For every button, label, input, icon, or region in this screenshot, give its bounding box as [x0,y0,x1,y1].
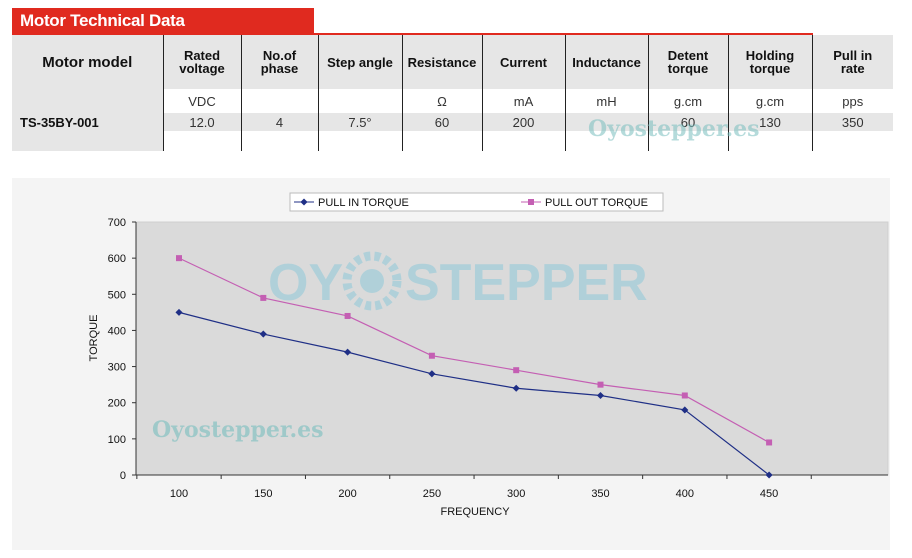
legend-box [289,192,664,212]
legend: PULL IN TORQUE PULL OUT TORQUE [289,192,664,212]
gear-hub-icon [360,269,384,293]
data-point [597,381,604,388]
series-line-pull-out [178,257,770,443]
data-point [344,312,351,319]
gear-icon [342,251,402,311]
col-header: No.of phase [240,35,318,89]
model-cell: TS-35BY-001 [12,113,163,131]
unit-cell [317,89,402,113]
unit-cell: mA [481,89,565,113]
section-title: Motor Technical Data [12,8,314,33]
watermark-logo: OY STEPPER [268,251,648,312]
col-header: Current [481,35,565,89]
x-tick-label: 200 [338,488,356,500]
col-header: Step angle [317,35,402,89]
col-header: Holding torque [727,35,812,89]
y-tick-label: 600 [108,253,126,265]
x-tick-label: 350 [591,488,609,500]
data-point [513,367,520,374]
col-header: Detent torque [647,35,728,89]
x-tick-label: 400 [676,488,694,500]
unit-cell: mH [564,89,648,113]
data-point [344,348,352,356]
watermark-text: Oyostepper.es [152,417,324,443]
unit-cell [12,89,163,113]
value-cell: 7.5° [317,113,402,131]
watermark-text: Oyostepper.es [588,116,760,142]
unit-cell: g.cm [647,89,728,113]
unit-cell: VDC [162,89,241,113]
value-cell: 130 [727,113,812,131]
ticks: 0 100 200 300 400 500 600 700 100 150 200 250 300 350… [108,217,812,500]
x-tick-label: 250 [423,488,441,500]
title-underline [12,33,813,35]
series [175,255,773,479]
data-point [175,308,183,316]
x-tick-label: 150 [254,488,272,500]
col-header: Inductance [564,35,648,89]
legend-label-pull-in: PULL IN TORQUE [318,197,409,209]
value-cell [564,113,648,131]
y-tick-label: 100 [108,434,126,446]
value-cell: 12.0 [162,113,241,131]
y-tick-label: 400 [108,325,126,337]
data-point [765,471,773,479]
x-axis-title: FREQUENCY [440,506,510,518]
col-header: Rated voltage [162,35,241,89]
value-cell: 60 [647,113,728,131]
value-cell: 4 [240,113,318,131]
col-header: Pull in rate [811,35,893,89]
watermark-logo-right: STEPPER [405,254,648,312]
watermark-logo-left: OY [268,254,343,312]
legend-marker-pull-out [528,199,534,205]
x-tick-label: 300 [507,488,525,500]
y-tick-label: 0 [120,470,126,482]
value-cell: 350 [811,113,893,131]
units-row: VDC Ω mA mH g.cm g.cm pps [12,89,893,113]
y-tick-label: 200 [108,398,126,410]
data-point [681,392,688,399]
data-point [512,384,520,392]
empty-row [12,131,893,151]
y-tick-label: 700 [108,217,126,229]
legend-marker-pull-in [300,198,308,206]
value-cell: 60 [401,113,482,131]
data-point [681,406,689,414]
table-header-row: Motor model Rated voltage No.of phase St… [12,35,893,89]
unit-cell: Ω [401,89,482,113]
data-point [596,391,605,400]
table-row: TS-35BY-001 12.0 4 7.5° 60 200 60 130 35… [12,113,893,131]
unit-cell [240,89,318,113]
data-point [766,439,773,446]
x-tick-label: 450 [760,488,778,500]
series-line-pull-in [178,311,770,476]
plot-area [135,221,889,476]
spec-table: Motor model Rated voltage No.of phase St… [12,35,893,151]
y-tick-label: 500 [108,289,126,301]
legend-label-pull-out: PULL OUT TORQUE [545,197,648,209]
unit-cell: g.cm [727,89,812,113]
col-header: Motor model [12,35,163,89]
data-point [428,370,436,378]
col-header: Resistance [401,35,482,89]
data-point [260,294,267,301]
data-point [176,255,182,262]
x-tick-label: 100 [170,488,188,500]
value-cell: 200 [481,113,565,131]
data-point [428,352,435,359]
y-tick-label: 300 [108,362,126,374]
unit-cell: pps [811,89,893,113]
data-point [259,330,267,338]
y-axis-title: TORQUE [88,315,100,362]
